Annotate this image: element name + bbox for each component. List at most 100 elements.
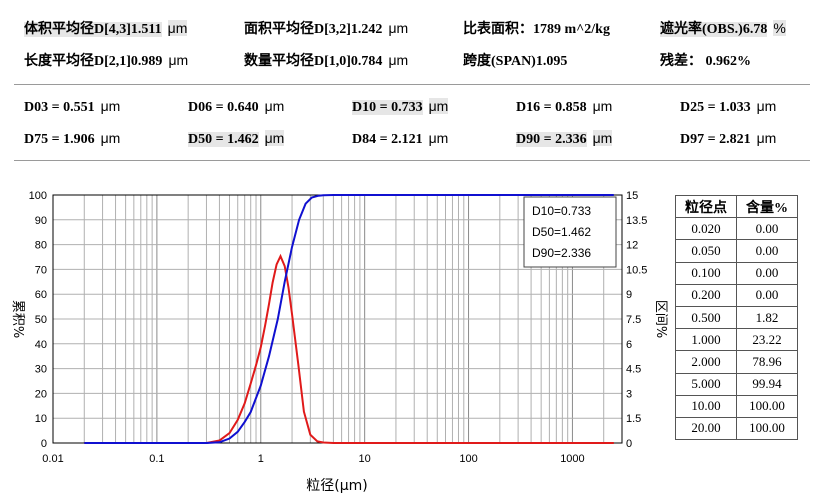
dvalue-unit: μm <box>264 98 285 114</box>
table-row: 0.100 0.00 <box>675 261 798 285</box>
dvalue-label: D25 = 1.033 <box>680 100 751 115</box>
y-left-tick-label: 0 <box>41 438 47 450</box>
table-cell: 20.00 <box>675 416 737 441</box>
dvalue-d84: D84 = 2.121 μm <box>352 130 448 148</box>
table-cell: 10.00 <box>675 394 737 418</box>
dvalue-d25: D25 = 1.033 μm <box>680 98 776 116</box>
x-tick-label: 1 <box>258 453 264 465</box>
summary-unit: % <box>773 20 786 36</box>
y-left-tick-label: 50 <box>35 314 47 326</box>
dvalue-unit: μm <box>264 130 285 146</box>
summary-residual: 残差： 0.962% <box>660 50 751 70</box>
legend-d10: D10=0.733 <box>532 204 591 218</box>
dvalue-d06: D06 = 0.640 μm <box>188 98 284 116</box>
summary-specific-surface: 比表面积：1789 m^2/kg <box>463 18 610 38</box>
table-cell: 1.82 <box>736 305 798 330</box>
table-cell: 5.000 <box>675 372 737 396</box>
summary-label: 长度平均径D[2,1]0.989 <box>24 54 163 69</box>
y-left-tick-label: 90 <box>35 215 47 227</box>
summary-number-mean: 数量平均径D[1,0]0.784 μm <box>244 50 408 70</box>
dvalue-unit: μm <box>100 130 121 146</box>
summary-obscuration: 遮光率(OBS.)6.78% <box>660 18 786 38</box>
dvalue-unit: μm <box>100 98 121 114</box>
dvalue-unit: μm <box>592 98 613 114</box>
table-cell: 100.00 <box>736 416 798 441</box>
y-left-tick-label: 60 <box>35 289 47 301</box>
dvalue-label: D06 = 0.640 <box>188 100 259 115</box>
y-right-tick-label: 6 <box>626 339 632 351</box>
table-cell: 0.00 <box>736 217 798 241</box>
y-right-tick-label: 10.5 <box>626 264 647 276</box>
summary-label: 跨度(SPAN)1.095 <box>463 54 568 69</box>
y-left-tick-label: 100 <box>29 190 47 202</box>
table-cell: 0.00 <box>736 239 798 263</box>
table-cell: 100.00 <box>736 394 798 418</box>
table-header: 粒径点 <box>675 194 737 219</box>
table-cell: 0.050 <box>675 239 737 263</box>
table-row: 5.000 99.94 <box>675 372 798 396</box>
dvalue-d75: D75 = 1.906 μm <box>24 130 120 148</box>
x-tick-label: 0.01 <box>42 453 63 465</box>
table-row: 1.000 23.22 <box>675 328 798 352</box>
y-left-tick-label: 70 <box>35 264 47 276</box>
y-right-tick-label: 7.5 <box>626 314 641 326</box>
dvalue-label: D97 = 2.821 <box>680 132 751 147</box>
summary-label: 残差： 0.962% <box>660 54 751 69</box>
interval-series-line <box>84 253 614 444</box>
summary-label: 遮光率(OBS.)6.78 <box>660 22 768 37</box>
y-right-tick-label: 13.5 <box>626 215 647 227</box>
summary-label: 比表面积：1789 m^2/kg <box>463 22 610 37</box>
dvalue-unit: μm <box>592 130 613 146</box>
dvalue-d97: D97 = 2.821 μm <box>680 130 776 148</box>
y-right-tick-label: 1.5 <box>626 413 641 425</box>
table-cell: 0.00 <box>736 261 798 285</box>
y-right-tick-label: 0 <box>626 438 632 450</box>
y-left-tick-label: 80 <box>35 240 47 252</box>
y-right-tick-label: 12 <box>626 240 638 252</box>
dvalue-unit: μm <box>756 130 777 146</box>
y-left-tick-label: 10 <box>35 413 47 425</box>
table-row: 0.050 0.00 <box>675 239 798 263</box>
y-right-tick-label: 3 <box>626 388 632 400</box>
y-right-tick-label: 15 <box>626 190 638 202</box>
particle-size-chart: 0.01 0.1 1 10 100 100001020304050607080901000… <box>10 190 668 494</box>
summary-area-mean: 面积平均径D[3,2]1.242 μm <box>244 18 408 38</box>
dvalue-unit: μm <box>756 98 777 114</box>
x-tick-label: 100 <box>459 453 477 465</box>
summary-unit: μm <box>167 20 188 36</box>
x-axis-label: 粒径(μm) <box>306 478 367 494</box>
y-left-tick-label: 40 <box>35 339 47 351</box>
y-right-tick-label: 4.5 <box>626 364 641 376</box>
dvalue-d03: D03 = 0.551 μm <box>24 98 120 116</box>
dvalue-label: D10 = 0.733 <box>352 100 423 115</box>
summary-volume-mean: 体积平均径D[4,3]1.511 μm <box>24 18 188 38</box>
y-left-tick-label: 30 <box>35 364 47 376</box>
table-cell: 0.100 <box>675 261 737 285</box>
summary-unit: μm <box>388 52 409 68</box>
dvalue-d10: D10 = 0.733 μm <box>352 98 449 116</box>
legend-frame <box>523 196 617 268</box>
summary-span: 跨度(SPAN)1.095 <box>463 50 567 70</box>
x-tick-label: 0.1 <box>149 453 164 465</box>
table-cell: 0.500 <box>675 305 737 330</box>
y-axis-right-label: 区间% <box>653 300 668 338</box>
summary-label: 面积平均径D[3,2]1.242 <box>244 22 383 37</box>
y-right-tick-label: 9 <box>626 289 632 301</box>
table-cell: 23.22 <box>736 328 798 352</box>
table-cell: 0.020 <box>675 217 737 241</box>
table-header-row: 粒径点 含量% <box>675 194 798 219</box>
table-row: 0.500 1.82 <box>675 305 798 330</box>
grid <box>52 194 623 444</box>
x-tick-label: 10 <box>359 453 371 465</box>
dvalue-label: D16 = 0.858 <box>516 100 587 115</box>
table-row: 20.00 100.00 <box>675 416 798 441</box>
table-header: 含量% <box>736 194 798 219</box>
size-content-table: 粒径点 含量% 0.020 0.00 0.050 0.00 0.100 0.00 0.… <box>675 194 798 441</box>
dvalue-d90: D90 = 2.336 μm <box>516 130 613 148</box>
table-row: 2.000 78.96 <box>675 350 798 374</box>
cumulative-series-line <box>84 194 614 444</box>
table-row: 0.200 0.00 <box>675 283 798 307</box>
y-left-tick-label: 20 <box>35 388 47 400</box>
divider <box>14 160 810 161</box>
summary-length-mean: 长度平均径D[2,1]0.989 μm <box>24 50 188 70</box>
